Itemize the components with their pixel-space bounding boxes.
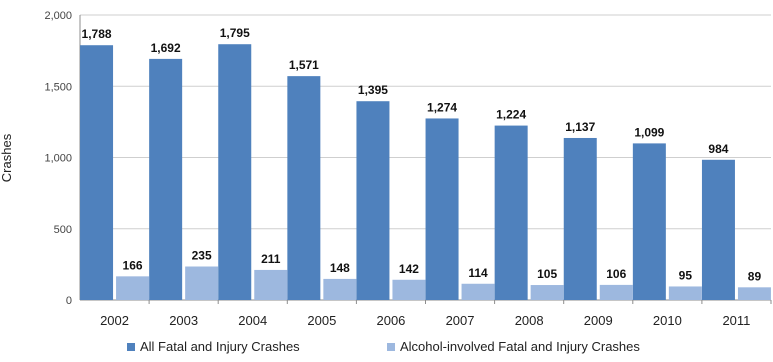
value-label-series-1-2003: 1,692 xyxy=(151,41,181,55)
x-tick-label: 2010 xyxy=(653,313,682,328)
value-label-series-2-2006: 142 xyxy=(399,262,419,276)
x-tick-label: 2002 xyxy=(100,313,129,328)
y-tick-label: 0 xyxy=(66,295,72,307)
legend-swatch-series-2 xyxy=(387,343,395,351)
y-tick-label: 1,500 xyxy=(44,81,72,93)
bar-series-1-2006 xyxy=(356,101,390,301)
bar-series-1-2004 xyxy=(218,44,252,301)
bar-series-2-2009 xyxy=(599,284,633,300)
bar-series-2-2002 xyxy=(116,276,150,300)
x-tick-label: 2007 xyxy=(446,313,475,328)
x-tick-label: 2004 xyxy=(238,313,267,328)
value-label-series-1-2008: 1,224 xyxy=(496,108,526,122)
value-label-series-1-2007: 1,274 xyxy=(427,100,457,114)
value-label-series-2-2007: 114 xyxy=(468,266,488,280)
x-tick-label: 2008 xyxy=(515,313,544,328)
value-label-series-2-2004: 211 xyxy=(261,252,281,266)
bar-series-2-2006 xyxy=(392,279,426,300)
legend-label-series-2: Alcohol-involved Fatal and Injury Crashe… xyxy=(400,339,640,354)
value-label-series-1-2009: 1,137 xyxy=(565,120,595,134)
value-label-series-1-2004: 1,795 xyxy=(220,26,250,40)
bar-series-2-2004 xyxy=(254,269,288,300)
x-tick-label: 2009 xyxy=(584,313,613,328)
bar-series-1-2003 xyxy=(149,58,183,300)
bar-series-1-2011 xyxy=(701,159,735,300)
value-label-series-2-2010: 95 xyxy=(679,268,693,282)
value-label-series-1-2005: 1,571 xyxy=(289,58,319,72)
bar-series-2-2011 xyxy=(737,287,771,300)
value-label-series-1-2010: 1,099 xyxy=(634,125,664,139)
value-label-series-2-2005: 148 xyxy=(330,261,350,275)
y-tick-label: 1,000 xyxy=(44,153,72,165)
bar-series-2-2008 xyxy=(530,285,564,300)
bar-series-2-2003 xyxy=(185,266,219,300)
value-label-series-1-2011: 984 xyxy=(708,142,728,156)
value-label-series-1-2002: 1,788 xyxy=(82,27,112,41)
bar-series-1-2008 xyxy=(494,125,528,300)
bar-series-1-2009 xyxy=(563,137,597,300)
x-tick-label: 2005 xyxy=(307,313,336,328)
bar-series-1-2007 xyxy=(425,118,459,300)
value-label-series-2-2002: 166 xyxy=(123,258,143,272)
legend-swatch-series-1 xyxy=(127,343,135,351)
value-label-series-2-2011: 89 xyxy=(748,269,762,283)
legend-label-series-1: All Fatal and Injury Crashes xyxy=(140,339,300,354)
value-label-series-2-2009: 106 xyxy=(606,267,626,281)
x-tick-label: 2003 xyxy=(169,313,198,328)
y-tick-label: 500 xyxy=(54,224,72,236)
y-tick-label: 2,000 xyxy=(44,10,72,22)
bar-series-1-2005 xyxy=(287,76,321,300)
value-label-series-1-2006: 1,395 xyxy=(358,83,388,97)
y-axis-label: Crashes xyxy=(0,133,14,182)
bar-series-1-2002 xyxy=(80,45,114,301)
value-label-series-2-2003: 235 xyxy=(192,249,212,263)
bar-series-1-2010 xyxy=(632,143,666,300)
bar-series-2-2010 xyxy=(668,286,702,300)
bar-series-2-2005 xyxy=(323,278,357,300)
value-label-series-2-2008: 105 xyxy=(537,267,557,281)
bar-series-2-2007 xyxy=(461,283,495,300)
x-tick-label: 2006 xyxy=(376,313,405,328)
x-tick-label: 2011 xyxy=(722,313,750,328)
